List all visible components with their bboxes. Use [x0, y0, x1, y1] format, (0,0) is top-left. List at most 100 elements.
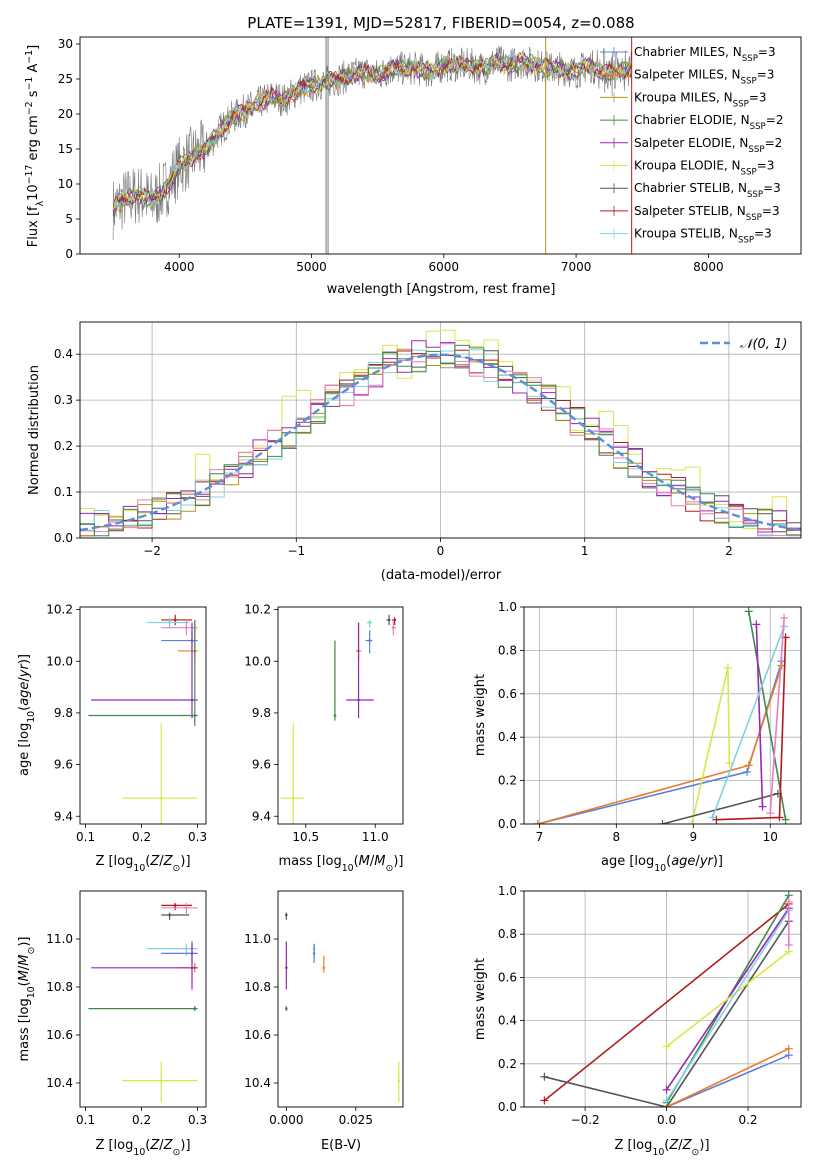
point-kroupa_stelib [168, 621, 171, 624]
point-chabrier_elodie [193, 714, 197, 717]
y-tick-label: 10.4 [46, 1076, 73, 1090]
y-tick-label: 10.4 [244, 1076, 271, 1090]
marker-pink [766, 809, 775, 818]
point-salpeter_elodie [285, 966, 288, 970]
mass_weight_vs_Z-series [540, 891, 793, 1107]
age_vs_mass-points [280, 614, 397, 824]
mass_vs_ebv-points [285, 912, 401, 1103]
x-tick-label: 4000 [164, 260, 195, 274]
x-tick-label: 9 [689, 830, 697, 844]
y-tick-label: 11.0 [46, 932, 73, 946]
marker-chabrier_stelib [540, 1072, 549, 1081]
series-salpeter_stelib [543, 903, 790, 1102]
marker-kroupa_stelib [708, 813, 717, 822]
series-pink [769, 617, 785, 814]
x-tick-label: 0.025 [339, 1113, 373, 1127]
y-tick-label: 30 [58, 37, 73, 51]
y-tick-label: 0.4 [54, 347, 73, 361]
age_vs_mass-frame [277, 606, 404, 825]
legend-label-chabrier_stelib: Chabrier STELIB, NSSP=3 [634, 181, 781, 200]
y-tick-label: 10 [58, 177, 73, 191]
series-kroupa_stelib [665, 909, 790, 1101]
y-tick-label: 0.8 [498, 643, 517, 657]
y-tick-label: 1.0 [498, 884, 517, 898]
point-salpeter_stelib [173, 904, 177, 907]
mass_vs_Z-axes: 0.1 0.2 0.3 10.4 10.6 10.8 11.0 [46, 932, 207, 1127]
point-kroupa_stelib [185, 947, 188, 950]
x-tick-label: −1 [287, 544, 305, 558]
y-tick-label: 0 [65, 247, 73, 261]
mw-age-xlabel: age [log10(age/yr)] [601, 854, 723, 874]
point-chabrier_miles [312, 952, 316, 955]
x-tick-label: 0.1 [76, 830, 95, 844]
series-kroupa_elodie [666, 950, 790, 1048]
mass_weight_vs_age-frame [523, 606, 802, 825]
histogram-kroupa_elodie [80, 329, 801, 530]
y-tick-label: 9.4 [54, 809, 73, 823]
point-chabrier_elodie [333, 714, 337, 717]
series-chabrier_miles [666, 1054, 790, 1107]
spectrum-frame [79, 36, 802, 255]
x-tick-label: 0.2 [132, 1113, 151, 1127]
marker-pink [784, 941, 793, 949]
series-chabrier_miles [537, 661, 783, 824]
marker-salpeter_elodie [752, 620, 761, 629]
y-tick-label: 10.2 [46, 603, 73, 617]
mass_weight_vs_Z-frame [523, 890, 802, 1108]
y-tick-label: 0.2 [54, 439, 73, 453]
x-tick-label: 0 [437, 544, 445, 558]
x-tick-label: 10 [763, 830, 778, 844]
legend-label-kroupa_miles: Kroupa MILES, NSSP=3 [634, 90, 767, 109]
age_vs_Z-frame [79, 606, 207, 825]
point-chabrier_stelib [387, 618, 391, 622]
point-pink [391, 626, 395, 629]
marker-salpeter_stelib [540, 1096, 549, 1105]
mw-age-ylabel: mass weight [473, 674, 488, 756]
spectrum-lines [112, 37, 633, 254]
mass_weight_vs_age-axes: 7 8 9 10 0.0 0.2 0.4 0.6 0.8 1.0 [498, 600, 801, 844]
series-salpeter_elodie [755, 624, 764, 807]
marker-pink [780, 613, 789, 622]
age-Z-xlabel: Z [log10(Z/Z⊙)] [95, 854, 190, 874]
mass_vs_Z-points [88, 903, 198, 1103]
y-tick-label: 0.4 [498, 1014, 517, 1028]
normal-curve [80, 353, 801, 532]
y-tick-label: 0.8 [498, 927, 517, 941]
marker-chabrier_stelib [658, 820, 667, 824]
x-tick-label: 8 [613, 830, 621, 844]
legend-label-salpeter_stelib: Salpeter STELIB, NSSP=3 [634, 204, 780, 223]
x-tick-label: 1 [581, 544, 589, 558]
y-tick-label: 0.0 [498, 817, 517, 831]
y-tick-label: 25 [58, 72, 73, 86]
mass_vs_Z-frame [79, 890, 207, 1108]
series-salpeter_miles [537, 665, 783, 824]
legend-label-salpeter_miles: Salpeter MILES, NSSP=3 [634, 68, 774, 87]
mw-Z-ylabel: mass weight [473, 958, 488, 1040]
histogram-chabrier_elodie [80, 344, 801, 537]
series-chabrier_stelib [662, 792, 779, 824]
series-salpeter_stelib [716, 637, 787, 821]
marker-kroupa_elodie [723, 663, 732, 672]
x-tick-label: 6000 [429, 260, 460, 274]
x-tick-label: 11.0 [362, 830, 389, 844]
age-mass-xlabel: mass [log10(M/M⊙)] [279, 854, 404, 874]
marker-pink [784, 897, 793, 906]
y-tick-label: 9.6 [252, 758, 271, 772]
y-tick-label: 10.6 [244, 1028, 271, 1042]
series-chabrier_elodie [747, 611, 787, 820]
y-tick-label: 0.6 [498, 970, 517, 984]
point-pink [185, 626, 188, 629]
point-kroupa_elodie [159, 1079, 163, 1082]
residuals-xlabel: (data-model)/error [381, 568, 502, 583]
mass_weight_vs_age-series [533, 607, 790, 824]
y-tick-label: 1.0 [498, 600, 517, 614]
legend-label-normal: 𝒩(0, 1) [740, 337, 787, 352]
point-salpeter_stelib [393, 618, 396, 622]
mass-Z-ylabel: mass [log10(M/M⊙)] [17, 937, 37, 1062]
y-tick-label: 10.0 [244, 654, 271, 668]
marker-salpeter_stelib [775, 813, 784, 822]
age_vs_Z-points [88, 614, 198, 824]
x-tick-label: 8000 [693, 260, 724, 274]
x-tick-label: 0.2 [738, 1113, 757, 1127]
y-tick-label: 9.8 [252, 706, 271, 720]
